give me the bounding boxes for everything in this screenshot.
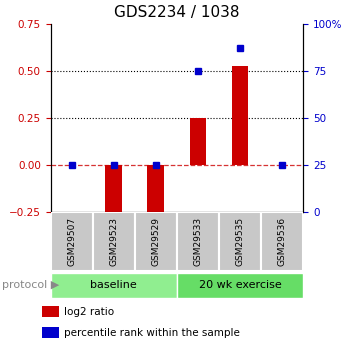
Bar	[261, 212, 303, 271]
Bar	[177, 273, 303, 298]
Bar	[93, 212, 135, 271]
Bar	[232, 66, 248, 165]
Text: 20 wk exercise: 20 wk exercise	[199, 280, 282, 290]
Bar	[51, 273, 177, 298]
Text: GSM29507: GSM29507	[67, 217, 76, 266]
Text: GSM29535: GSM29535	[236, 217, 244, 266]
Bar	[51, 212, 93, 271]
Text: log2 ratio: log2 ratio	[64, 307, 114, 317]
Text: GSM29529: GSM29529	[151, 217, 160, 266]
Bar	[190, 118, 206, 165]
Bar	[105, 165, 122, 216]
Bar	[42, 327, 59, 338]
Bar	[135, 212, 177, 271]
Text: GSM29523: GSM29523	[109, 217, 118, 266]
Bar	[177, 212, 219, 271]
Bar	[42, 306, 59, 317]
Bar	[219, 212, 261, 271]
Text: percentile rank within the sample: percentile rank within the sample	[64, 328, 240, 338]
Text: baseline: baseline	[90, 280, 137, 290]
Bar	[147, 165, 164, 216]
Text: protocol ▶: protocol ▶	[2, 280, 59, 290]
Text: GSM29533: GSM29533	[193, 217, 203, 266]
Text: GSM29536: GSM29536	[278, 217, 287, 266]
Title: GDS2234 / 1038: GDS2234 / 1038	[114, 5, 240, 20]
